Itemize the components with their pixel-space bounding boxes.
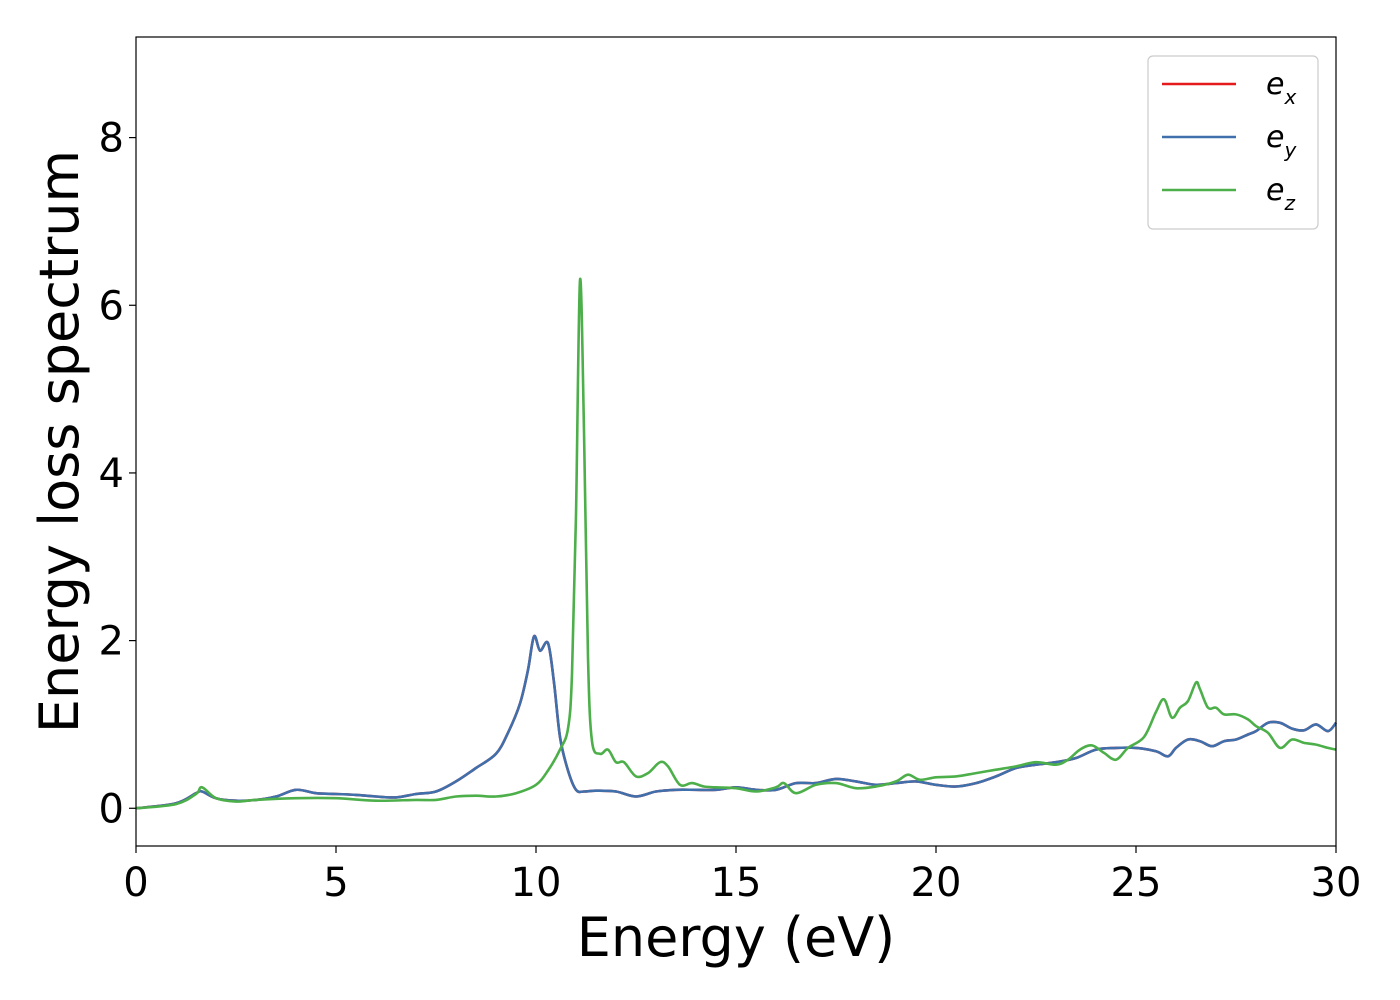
y-tick-label: 0 [99,786,124,832]
x-axis-ticks: 0 5 10 15 20 25 30 [123,846,1361,906]
y-axis-ticks: 0 2 4 6 8 [99,116,136,832]
x-tick-label: 25 [1111,860,1162,906]
legend-label: ey [1266,120,1297,162]
legend-label: ez [1266,173,1295,215]
y-tick-label: 8 [99,116,124,162]
y-axis-label: Energy loss spectrum [28,150,91,733]
y-tick-label: 4 [99,451,124,497]
x-tick-label: 20 [911,860,962,906]
legend-box [1147,55,1319,230]
y-tick-label: 2 [99,619,124,665]
legend: ex ey ez [1147,55,1319,230]
y-tick-label: 6 [99,283,124,329]
x-tick-label: 30 [1311,860,1362,906]
legend-label: ex [1266,67,1296,109]
x-tick-label: 10 [511,860,562,906]
series-line-e-z [135,277,1337,810]
x-tick-label: 0 [123,860,148,906]
x-axis-label: Energy (eV) [577,906,896,969]
x-tick-label: 15 [711,860,762,906]
series-layer [135,277,1338,810]
x-tick-label: 5 [323,860,348,906]
